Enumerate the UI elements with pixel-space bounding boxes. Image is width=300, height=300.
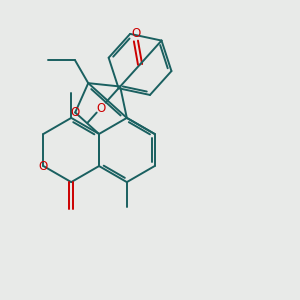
Text: O: O — [70, 106, 80, 119]
Text: O: O — [131, 27, 140, 40]
Text: O: O — [39, 160, 48, 172]
Text: O: O — [96, 102, 105, 115]
